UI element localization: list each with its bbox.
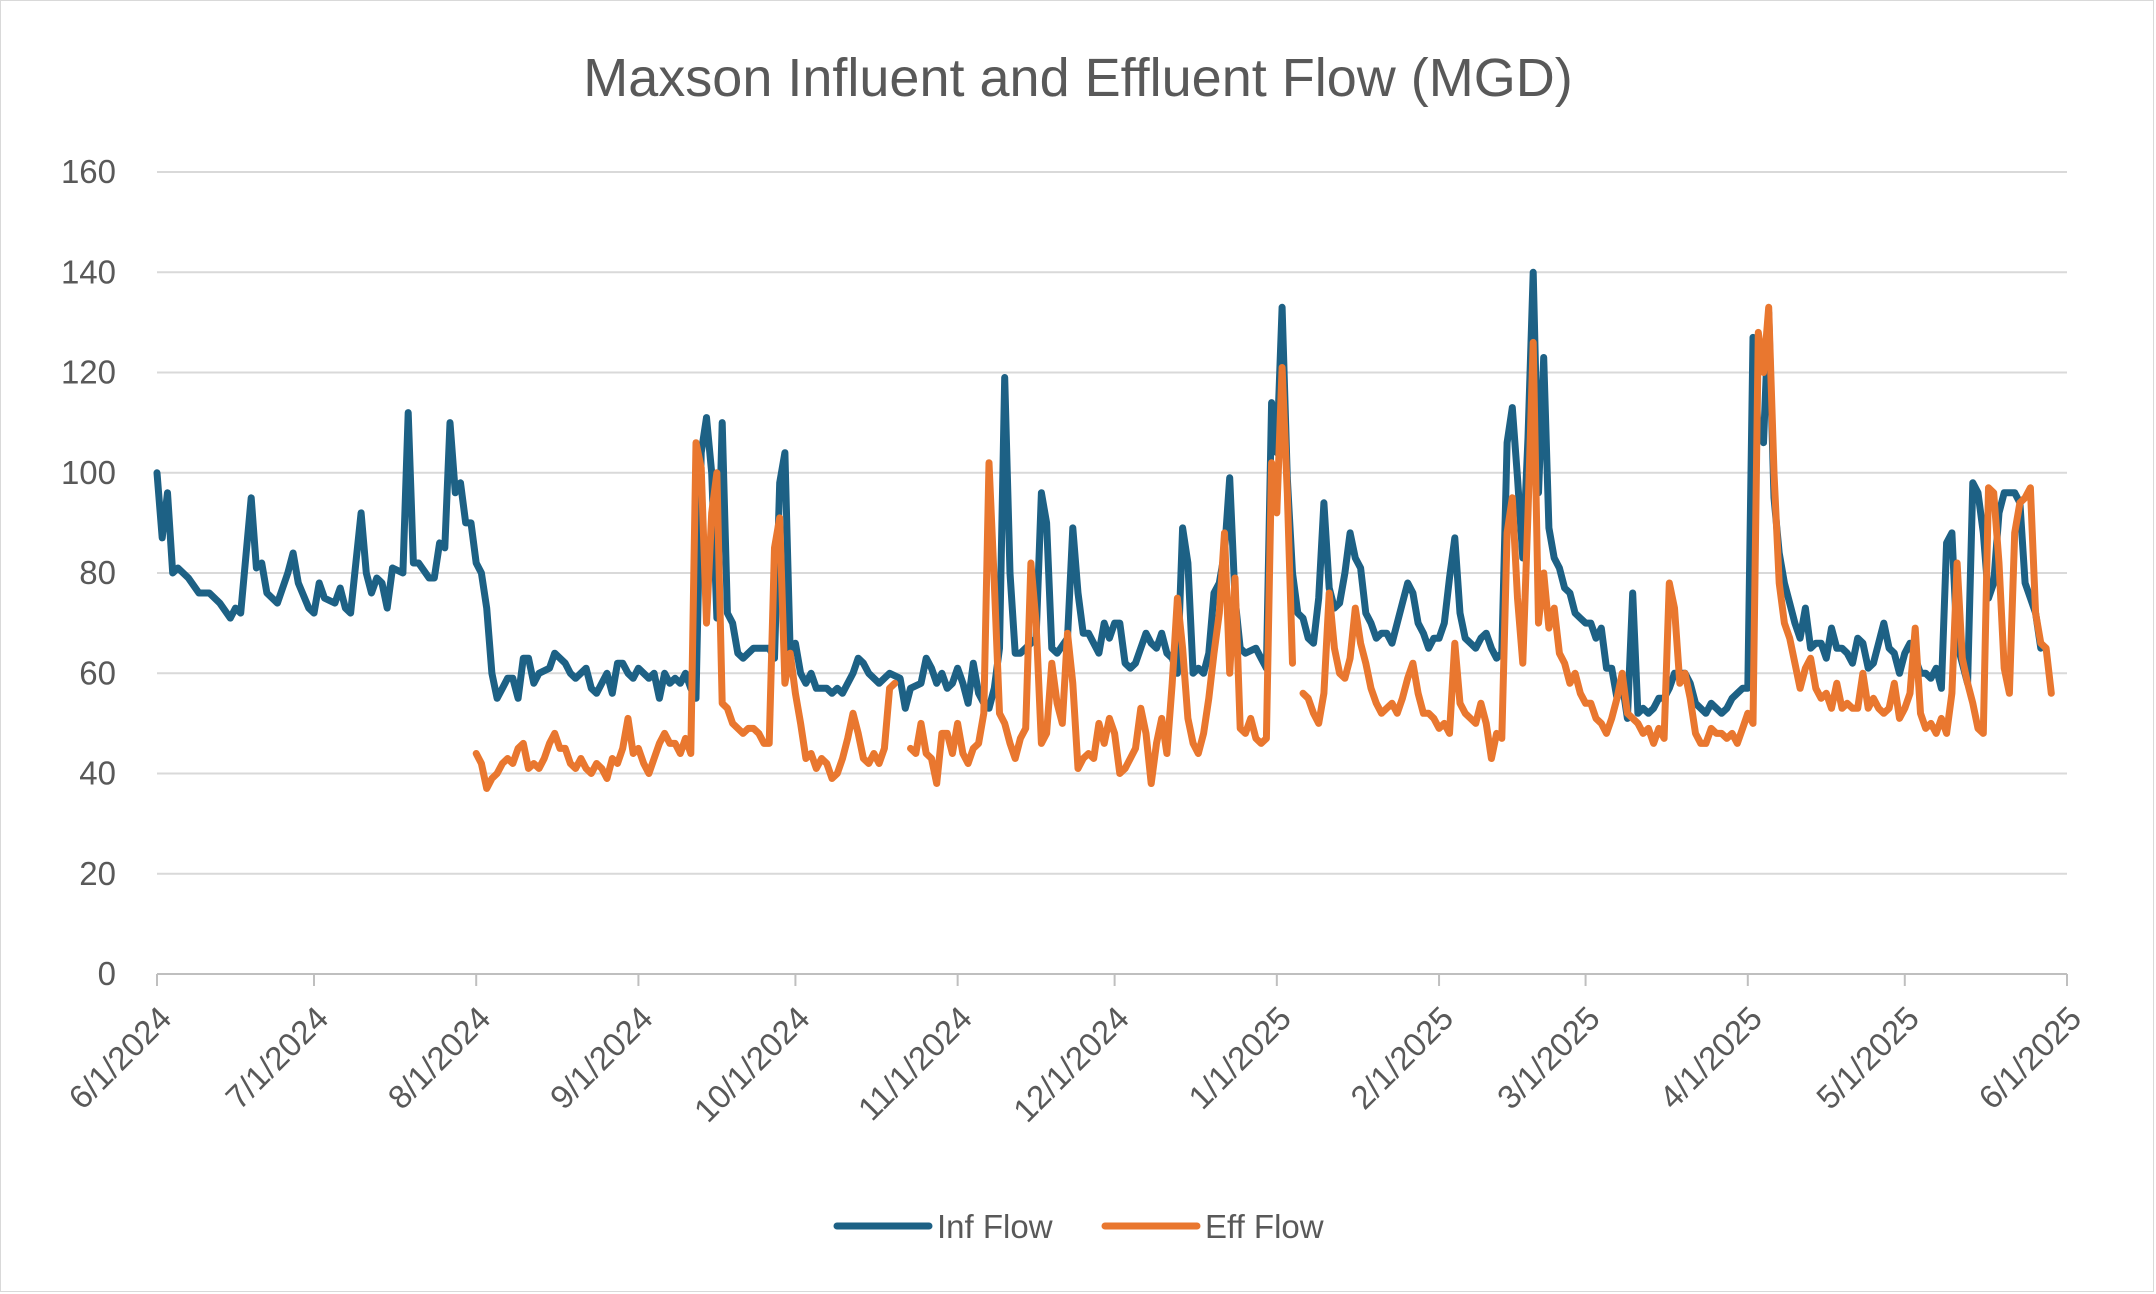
- x-tick-label: 5/1/2025: [1809, 999, 1926, 1116]
- y-tick-label: 100: [61, 454, 116, 491]
- y-tick-label: 160: [61, 153, 116, 190]
- x-tick-label: 6/1/2024: [61, 999, 178, 1116]
- x-tick-label: 2/1/2025: [1343, 999, 1460, 1116]
- x-tick-label: 6/1/2025: [1971, 999, 2088, 1116]
- y-tick-label: 60: [79, 654, 116, 691]
- legend-item: Eff Flow: [1101, 1208, 1324, 1245]
- series-eff-flow: [472, 303, 2055, 792]
- series-line: [153, 268, 2045, 722]
- x-tick-label: 9/1/2024: [543, 999, 660, 1116]
- legend-item: Inf Flow: [833, 1208, 1053, 1245]
- series-inf-flow: [153, 268, 2045, 722]
- x-tick-label: 1/1/2025: [1181, 999, 1298, 1116]
- y-tick-label: 80: [79, 554, 116, 591]
- x-tick-label: 8/1/2024: [380, 999, 497, 1116]
- legend-label: Eff Flow: [1205, 1208, 1324, 1245]
- y-tick-label: 40: [79, 755, 116, 792]
- y-tick-label: 140: [61, 253, 116, 290]
- y-tick-label: 120: [61, 354, 116, 391]
- x-tick-label: 12/1/2024: [1006, 999, 1136, 1129]
- legend: Inf Flow Eff Flow: [833, 1208, 1324, 1245]
- series-line: [907, 364, 1296, 787]
- x-tick-label: 7/1/2024: [218, 999, 335, 1116]
- chart-title: Maxson Influent and Effluent Flow (MGD): [583, 48, 1572, 108]
- series-lines: [153, 268, 2055, 792]
- x-tick-label: 3/1/2025: [1490, 999, 1607, 1116]
- y-tick-label: 20: [79, 855, 116, 892]
- x-tick-label: 10/1/2024: [687, 999, 817, 1129]
- y-axis-tick-labels: 0 20 40 60 80 100 120 140 160: [61, 153, 116, 992]
- y-tick-label: 0: [98, 955, 116, 992]
- x-axis: 6/1/2024 7/1/2024 8/1/2024 9/1/2024 10/1/202…: [61, 973, 2088, 1129]
- x-tick-label: 4/1/2025: [1652, 999, 1769, 1116]
- series-line: [1299, 303, 2055, 762]
- gridlines: [157, 171, 2067, 975]
- series-line: [472, 439, 899, 792]
- x-tick-label: 11/1/2024: [851, 999, 979, 1127]
- legend-label: Inf Flow: [937, 1208, 1053, 1245]
